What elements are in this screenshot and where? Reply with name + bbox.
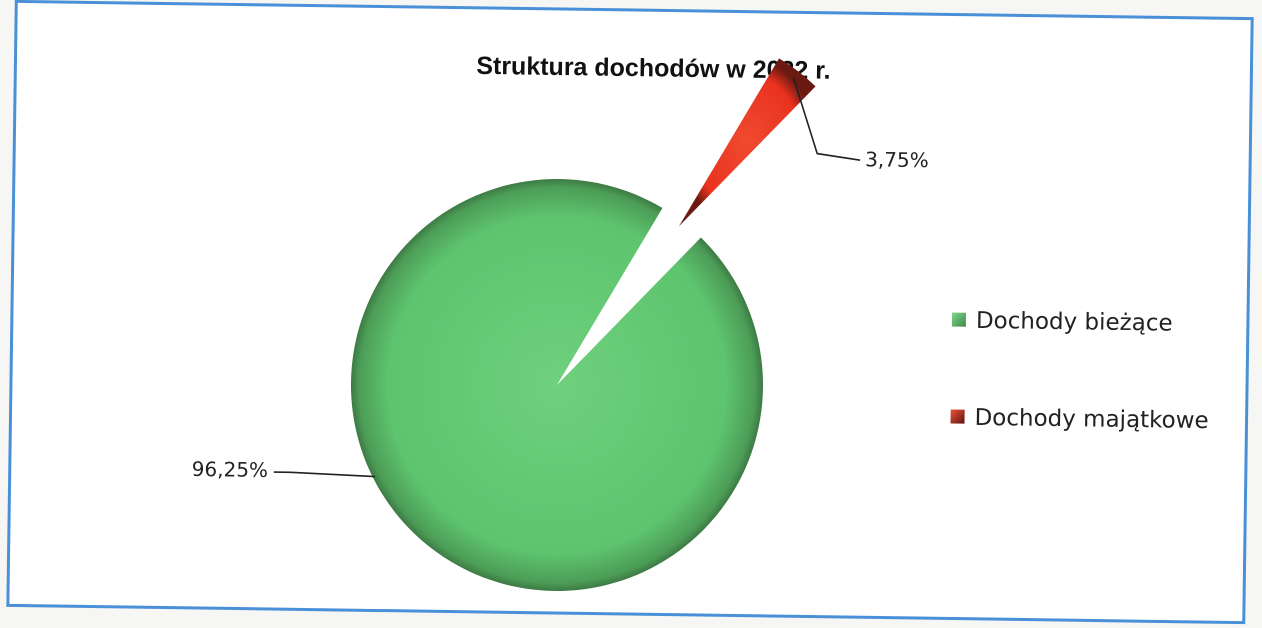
slice-dochody-majatkowe[interactable] <box>678 57 816 228</box>
data-label-dochody-majatkowe: 3,75% <box>865 147 929 172</box>
data-label-dochody-biezace: 96,25% <box>192 457 269 482</box>
pie-slices <box>348 57 816 594</box>
legend-swatch-dochody-biezace <box>951 312 967 327</box>
legend: Dochody bieżące Dochody majątkowe <box>950 307 1209 434</box>
leader-line-dochody-majatkowe <box>792 77 861 161</box>
chart-frame: Struktura dochodów w 2022 r. 96,25% 3,75… <box>6 0 1254 627</box>
legend-label-dochody-biezace: Dochody bieżące <box>976 308 1173 337</box>
legend-item-dochody-majatkowe[interactable]: Dochody majątkowe <box>950 404 1209 434</box>
leader-line-dochody-biezace <box>273 471 375 478</box>
slice-dochody-biezace[interactable] <box>348 176 766 594</box>
legend-label-dochody-majatkowe: Dochody majątkowe <box>974 405 1208 434</box>
legend-item-dochody-biezace[interactable]: Dochody bieżące <box>951 307 1173 337</box>
legend-swatch-dochody-majatkowe <box>950 409 965 424</box>
pie-chart: Struktura dochodów w 2022 r. 96,25% 3,75… <box>6 0 1254 625</box>
